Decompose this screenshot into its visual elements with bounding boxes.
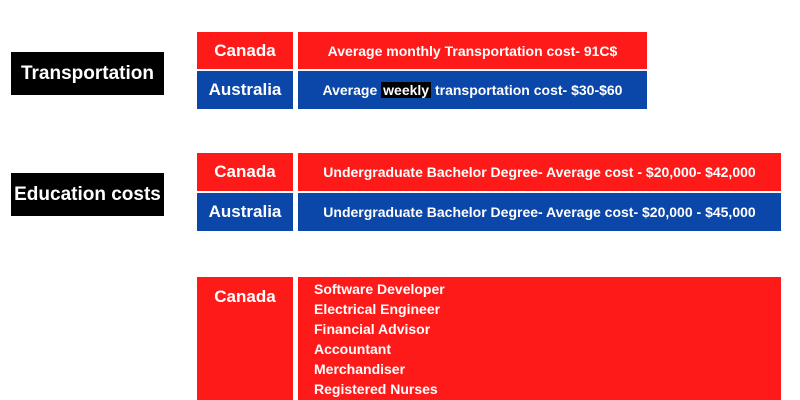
transportation-label: Transportation xyxy=(11,52,164,95)
transport-australia-text-after: transportation cost- $30-$60 xyxy=(431,82,623,98)
education-canada-country: Canada xyxy=(197,153,293,191)
education-australia-cost: Undergraduate Bachelor Degree- Average c… xyxy=(298,193,781,231)
education-costs-label: Education costs xyxy=(11,173,164,216)
transport-australia-cost: Average weekly transportation cost- $30-… xyxy=(298,71,647,109)
list-item: Merchandiser xyxy=(314,361,406,377)
education-canada-cost: Undergraduate Bachelor Degree- Average c… xyxy=(298,153,781,191)
jobs-canada-country: Canada xyxy=(197,277,293,400)
weekly-highlight: weekly xyxy=(381,82,432,98)
jobs-list: Software Developer Electrical Engineer F… xyxy=(298,277,781,400)
list-item: Software Developer xyxy=(314,281,445,297)
list-item: Electrical Engineer xyxy=(314,301,441,317)
education-australia-country: Australia xyxy=(197,193,293,231)
transport-canada-country: Canada xyxy=(197,32,293,69)
list-item: Financial Advisor xyxy=(314,321,431,337)
transport-australia-country: Australia xyxy=(197,71,293,109)
list-item: Accountant xyxy=(314,341,391,357)
transport-australia-text-before: Average xyxy=(322,82,382,98)
transport-canada-cost: Average monthly Transportation cost- 91C… xyxy=(298,32,647,69)
list-item: Registered Nurses xyxy=(314,381,438,397)
